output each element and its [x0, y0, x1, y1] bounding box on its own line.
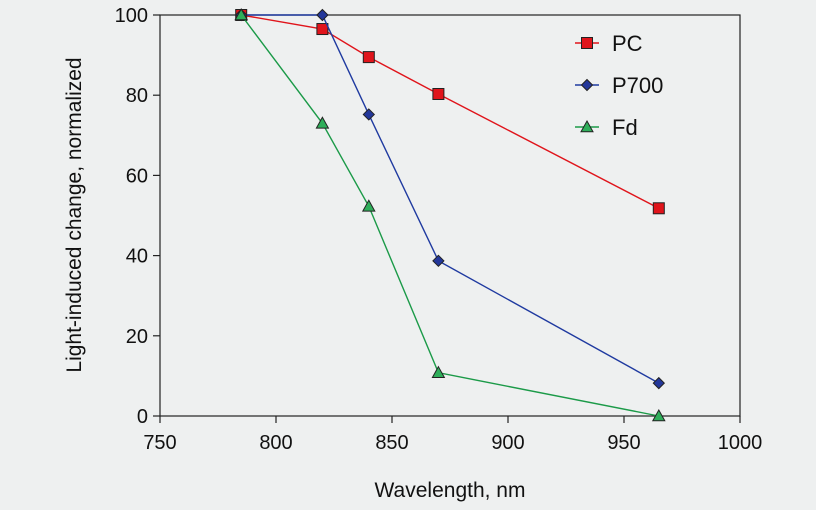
- series-layer: [234, 7, 666, 422]
- data-point-pc: [362, 51, 375, 64]
- x-tick-label: 800: [259, 432, 292, 454]
- data-point-fd: [361, 199, 376, 212]
- legend: PC P700 Fd: [575, 31, 663, 140]
- legend-marker-p700: [580, 78, 594, 92]
- y-tick-label: 60: [126, 165, 148, 187]
- legend-marker-fd: [580, 119, 594, 133]
- legend-label-fd: Fd: [612, 115, 638, 140]
- series-fd: [234, 7, 666, 422]
- x-tick-label: 850: [375, 432, 408, 454]
- x-tick-label: 950: [607, 432, 640, 454]
- legend-label-p700: P700: [612, 73, 663, 98]
- data-point-fd: [234, 7, 249, 21]
- data-point-p700: [652, 376, 666, 390]
- legend-item-pc: PC: [575, 31, 643, 56]
- y-tick-label: 80: [126, 85, 148, 107]
- series-line-fd: [240, 14, 659, 417]
- data-point-pc: [316, 23, 329, 36]
- x-tick-label: 900: [491, 432, 524, 454]
- series-line-p700: [241, 14, 660, 384]
- axes: 750 800 850 900 950 1000 0 20 40 60 80 100: [115, 5, 763, 454]
- legend-label-pc: PC: [612, 31, 643, 56]
- data-point-fd: [651, 408, 666, 422]
- series-p700: [234, 8, 666, 390]
- legend-item-p700: P700: [575, 73, 663, 98]
- y-tick-label: 0: [137, 406, 148, 428]
- data-point-p700: [316, 8, 329, 22]
- data-point-fd: [315, 116, 330, 129]
- y-tick-label: 40: [126, 246, 148, 268]
- x-tick-label: 1000: [718, 432, 763, 454]
- y-tick-label: 20: [126, 326, 148, 348]
- legend-marker-pc: [581, 37, 593, 49]
- data-point-pc: [652, 202, 665, 215]
- legend-item-fd: Fd: [575, 115, 638, 140]
- series-line-pc: [241, 14, 660, 209]
- data-point-pc: [432, 87, 445, 100]
- data-point-p700: [362, 108, 376, 121]
- x-tick-label: 750: [143, 432, 176, 454]
- data-point-fd: [431, 365, 446, 378]
- series-pc: [235, 9, 665, 215]
- y-axis-label: Light-induced change, normalized: [63, 57, 86, 372]
- data-point-p700: [432, 254, 445, 268]
- y-tick-label: 100: [115, 5, 148, 27]
- x-axis-label: Wavelength, nm: [375, 479, 526, 502]
- plot-frame: [159, 14, 741, 417]
